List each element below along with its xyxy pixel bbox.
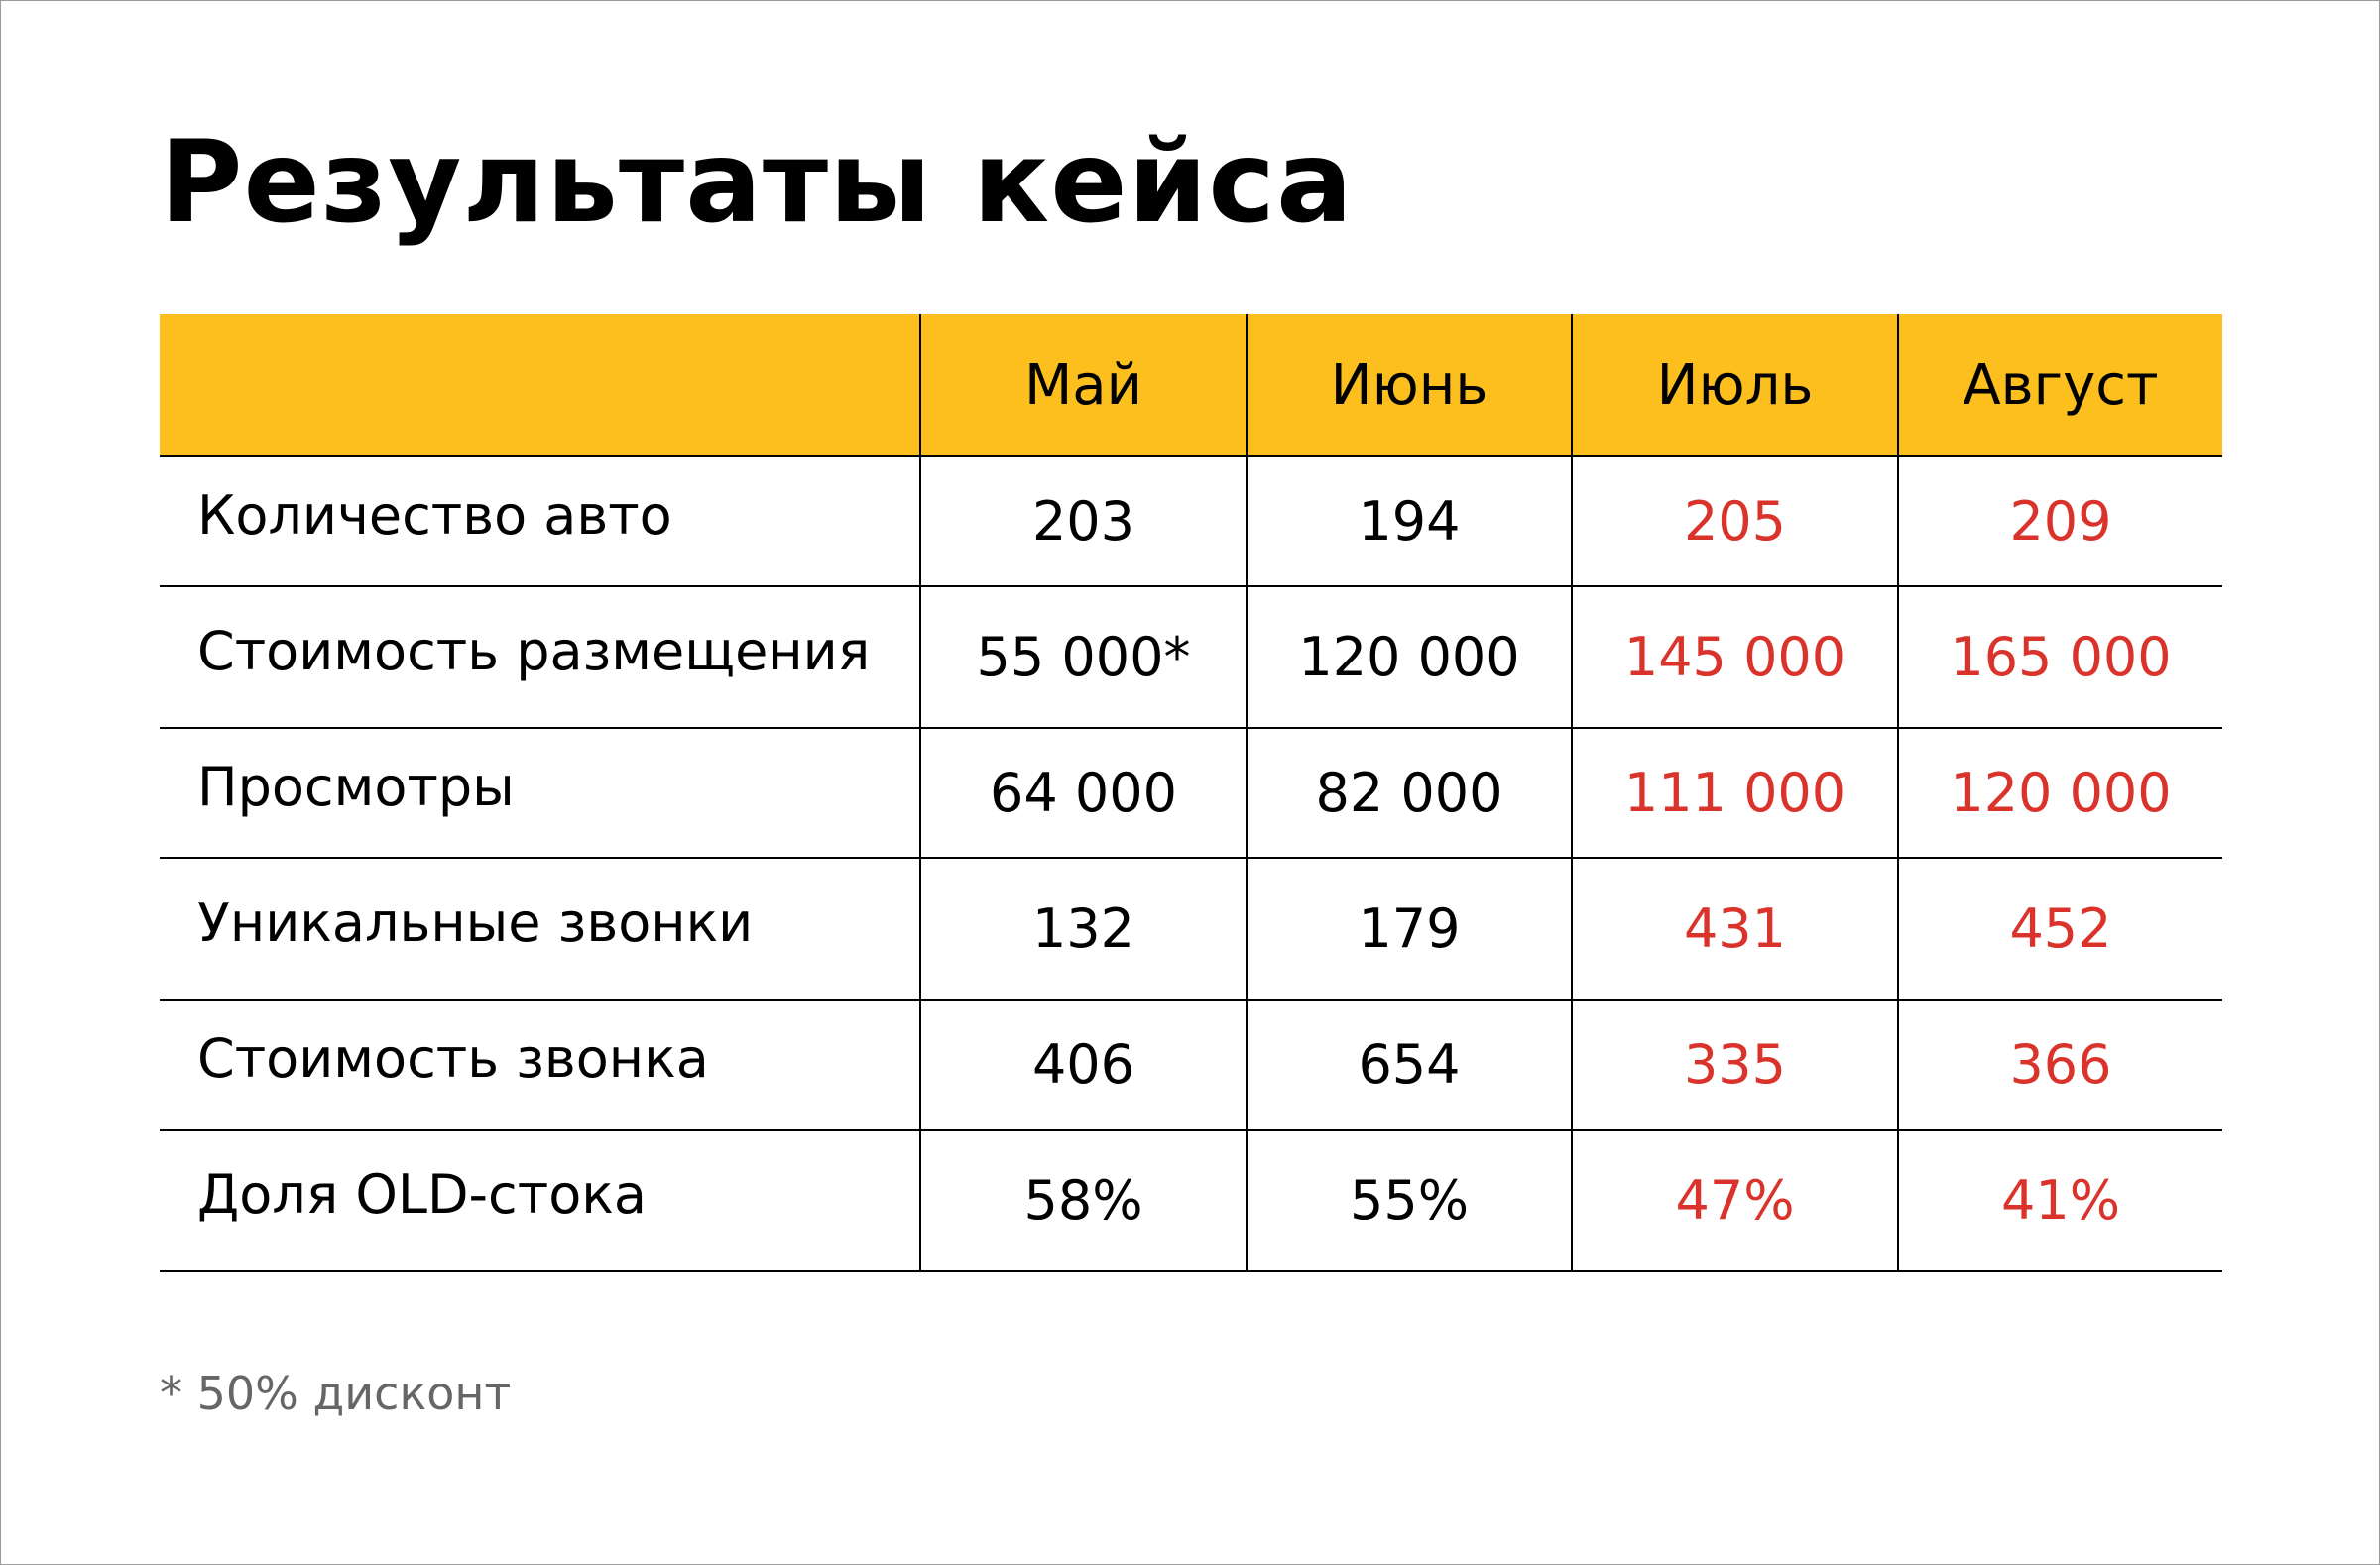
header-cell-june: Июнь (1246, 314, 1572, 457)
table-header-row: Май Июнь Июль Август (160, 314, 2222, 457)
table-row: Просмотры 64 000 82 000 111 000 120 000 (160, 728, 2222, 859)
table-row: Стоимость размещения 55 000* 120 000 145… (160, 586, 2222, 729)
row-label: Доля OLD-стока (160, 1130, 920, 1272)
table-cell-highlight: 452 (1897, 858, 2222, 1001)
row-label-text: Стоимость звонка (197, 1027, 709, 1090)
table-cell: 203 (919, 456, 1247, 587)
row-label-text: Уникальные звонки (197, 892, 754, 954)
table-cell: 406 (919, 1000, 1247, 1131)
row-label-text: Стоимость размещения (197, 620, 871, 682)
table-cell: 55% (1246, 1130, 1572, 1272)
table-cell-highlight: 366 (1897, 1000, 2222, 1131)
table-cell-highlight: 111 000 (1571, 728, 1898, 859)
row-label: Количество авто (160, 456, 920, 587)
table-cell-highlight: 205 (1571, 456, 1898, 587)
table-cell-highlight: 431 (1571, 858, 1898, 1001)
row-label-text: Просмотры (197, 756, 515, 818)
table-row: Доля OLD-стока 58% 55% 47% 41% (160, 1130, 2222, 1272)
table-cell-highlight: 209 (1897, 456, 2222, 587)
header-cell-label (160, 314, 920, 457)
table-cell-highlight: 120 000 (1897, 728, 2222, 859)
table-row: Количество авто 203 194 205 209 (160, 456, 2222, 587)
header-cell-may: Май (919, 314, 1247, 457)
table-cell: 132 (919, 858, 1247, 1001)
table-cell: 82 000 (1246, 728, 1572, 859)
row-label: Уникальные звонки (160, 858, 920, 1001)
page-title: Результаты кейса (160, 116, 1354, 248)
table-cell-highlight: 145 000 (1571, 586, 1898, 729)
table-cell: 58% (919, 1130, 1247, 1272)
table-cell-highlight: 47% (1571, 1130, 1898, 1272)
table-cell: 64 000 (919, 728, 1247, 859)
row-label: Стоимость звонка (160, 1000, 920, 1131)
row-label: Просмотры (160, 728, 920, 859)
table-row: Стоимость звонка 406 654 335 366 (160, 1000, 2222, 1131)
table-cell: 120 000 (1246, 586, 1572, 729)
table-cell: 194 (1246, 456, 1572, 587)
results-table: Май Июнь Июль Август Количество авто 203… (160, 314, 2222, 1272)
table-cell-highlight: 41% (1897, 1130, 2222, 1272)
header-cell-august: Август (1897, 314, 2222, 457)
table-cell: 654 (1246, 1000, 1572, 1131)
footnote: * 50% дисконт (160, 1367, 512, 1420)
table-cell: 179 (1246, 858, 1572, 1001)
table-cell: 55 000* (919, 586, 1247, 729)
table-cell-highlight: 335 (1571, 1000, 1898, 1131)
row-label-text: Количество авто (197, 484, 672, 546)
table-row: Уникальные звонки 132 179 431 452 (160, 858, 2222, 1001)
row-label-text: Доля OLD-стока (197, 1163, 647, 1226)
header-cell-july: Июль (1571, 314, 1898, 457)
table-cell-highlight: 165 000 (1897, 586, 2222, 729)
row-label: Стоимость размещения (160, 586, 920, 729)
